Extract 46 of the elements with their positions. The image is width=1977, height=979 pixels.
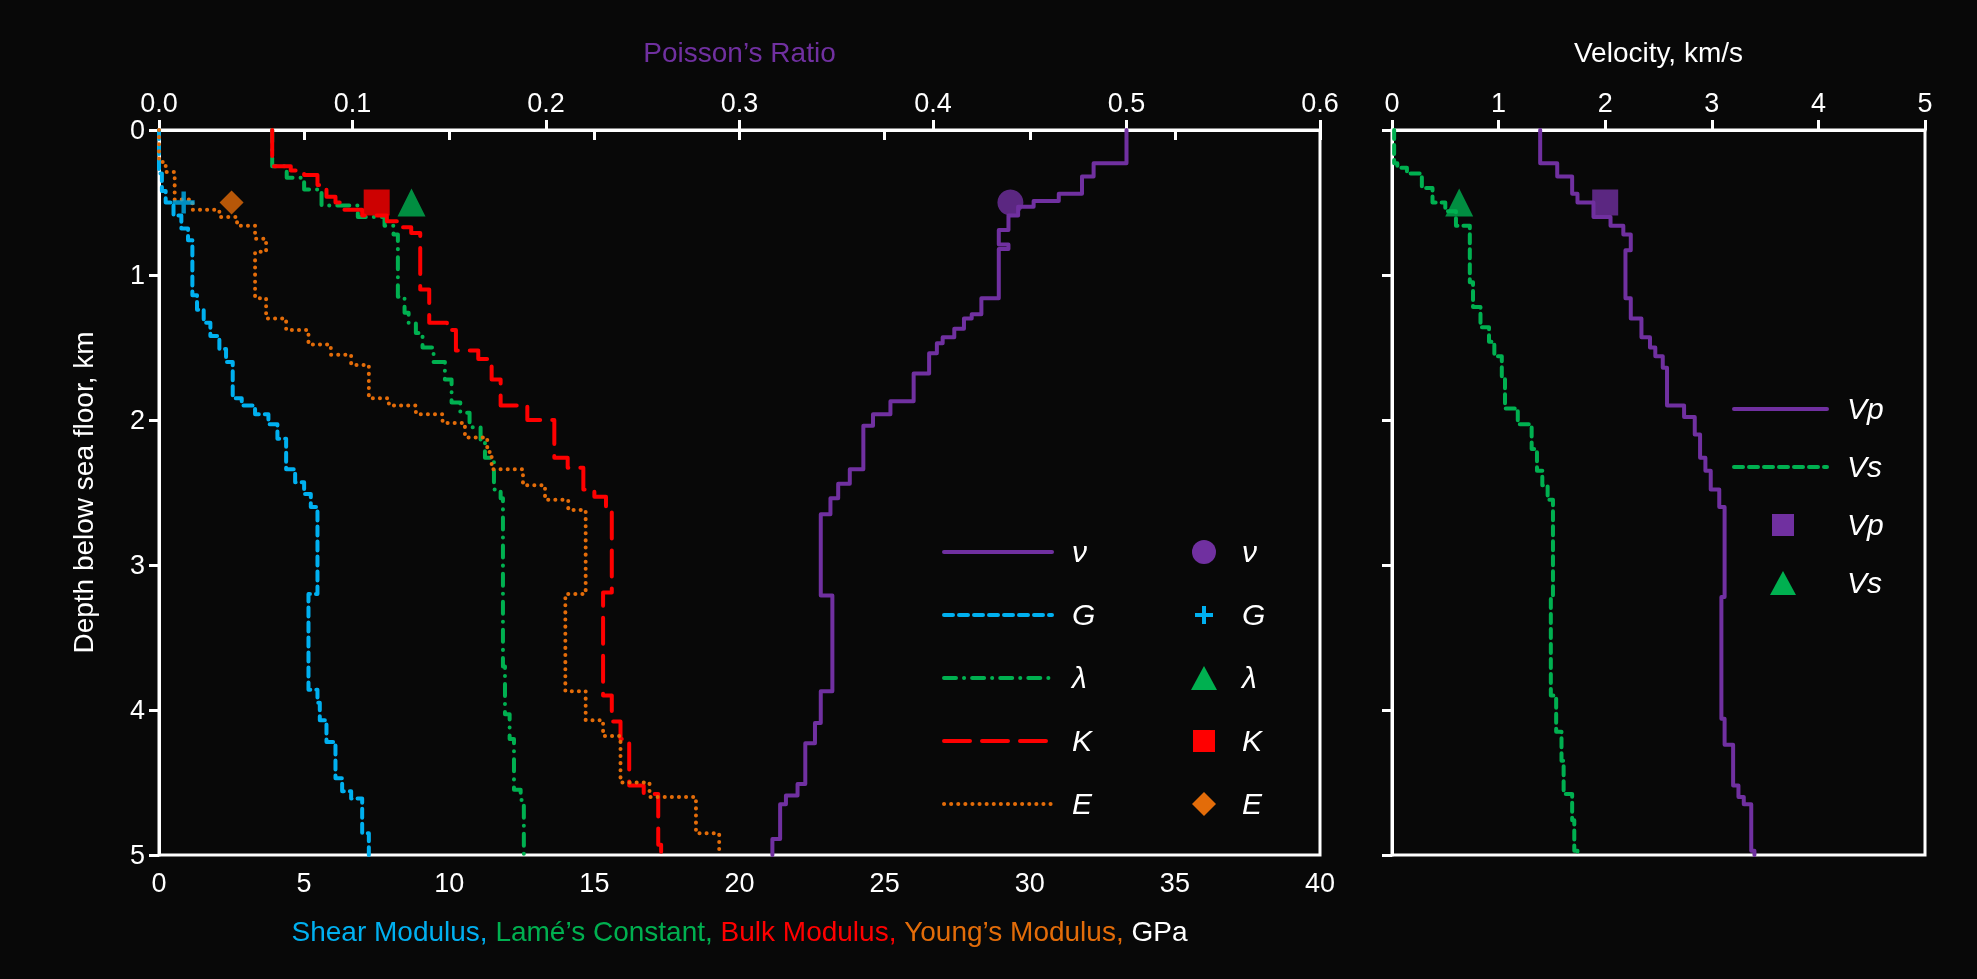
legend-label: λ: [1242, 659, 1258, 696]
y-axis-title: Depth below sea floor, km: [67, 331, 99, 654]
x-axis-title: Shear Modulus, Lamé’s Constant, Bulk Modulus, Young’s Modulus, GPa: [291, 915, 1188, 947]
x-tick-label: 35: [1159, 867, 1190, 898]
legend-label: Vs: [1847, 449, 1883, 485]
x2-tick-label: 0.2: [527, 87, 565, 118]
x-axis-title: Velocity, km/s: [1573, 36, 1744, 68]
x2-axis-title: Poisson’s Ratio: [643, 36, 836, 68]
y-tick-label: 4: [129, 695, 145, 725]
x-tick-label: 2: [1597, 87, 1613, 118]
y-tick-label: 5: [129, 840, 145, 870]
x2-tick-label: 0.3: [720, 87, 759, 118]
x2-tick-label: 0.6: [1301, 87, 1339, 118]
x-tick-label: 30: [1014, 867, 1045, 898]
legend-label: E: [1072, 785, 1094, 822]
y-tick-label: 3: [129, 550, 145, 580]
x-tick-label: 10: [434, 867, 465, 898]
x-tick-label: 5: [296, 867, 312, 898]
x-tick-label: 20: [724, 867, 755, 898]
legend-label: ν: [1072, 533, 1088, 570]
x-tick-label: 40: [1304, 867, 1336, 898]
x2-tick-label: 0.4: [914, 87, 952, 118]
x-tick-label: 0: [1384, 87, 1400, 118]
y-tick-label: 0: [129, 115, 145, 145]
legend-label: λ: [1072, 659, 1088, 696]
x2-tick-label: 0.0: [140, 87, 178, 118]
legend-label: Vs: [1847, 565, 1883, 601]
legend-label: G: [1072, 596, 1097, 633]
x-tick-label: 0: [151, 867, 167, 898]
legend-label: E: [1242, 785, 1264, 822]
x2-tick-label: 0.1: [333, 87, 372, 118]
x-tick-label: 25: [869, 867, 900, 898]
legend-label: G: [1242, 596, 1267, 633]
y-tick-label: 1: [129, 260, 145, 290]
legend-label: ν: [1242, 533, 1258, 570]
legend-label: Vp: [1847, 507, 1885, 543]
x-tick-label: 4: [1810, 87, 1826, 118]
x-tick-label: 3: [1704, 87, 1720, 118]
legend-label: Vp: [1847, 391, 1885, 427]
x2-tick-label: 0.5: [1107, 87, 1146, 118]
x-tick-label: 5: [1917, 87, 1933, 118]
x-tick-label: 15: [579, 867, 610, 898]
legend-label: K: [1242, 722, 1264, 759]
y-tick-label: 2: [129, 405, 145, 435]
legend-label: K: [1072, 722, 1094, 759]
x-tick-label: 1: [1491, 87, 1507, 118]
